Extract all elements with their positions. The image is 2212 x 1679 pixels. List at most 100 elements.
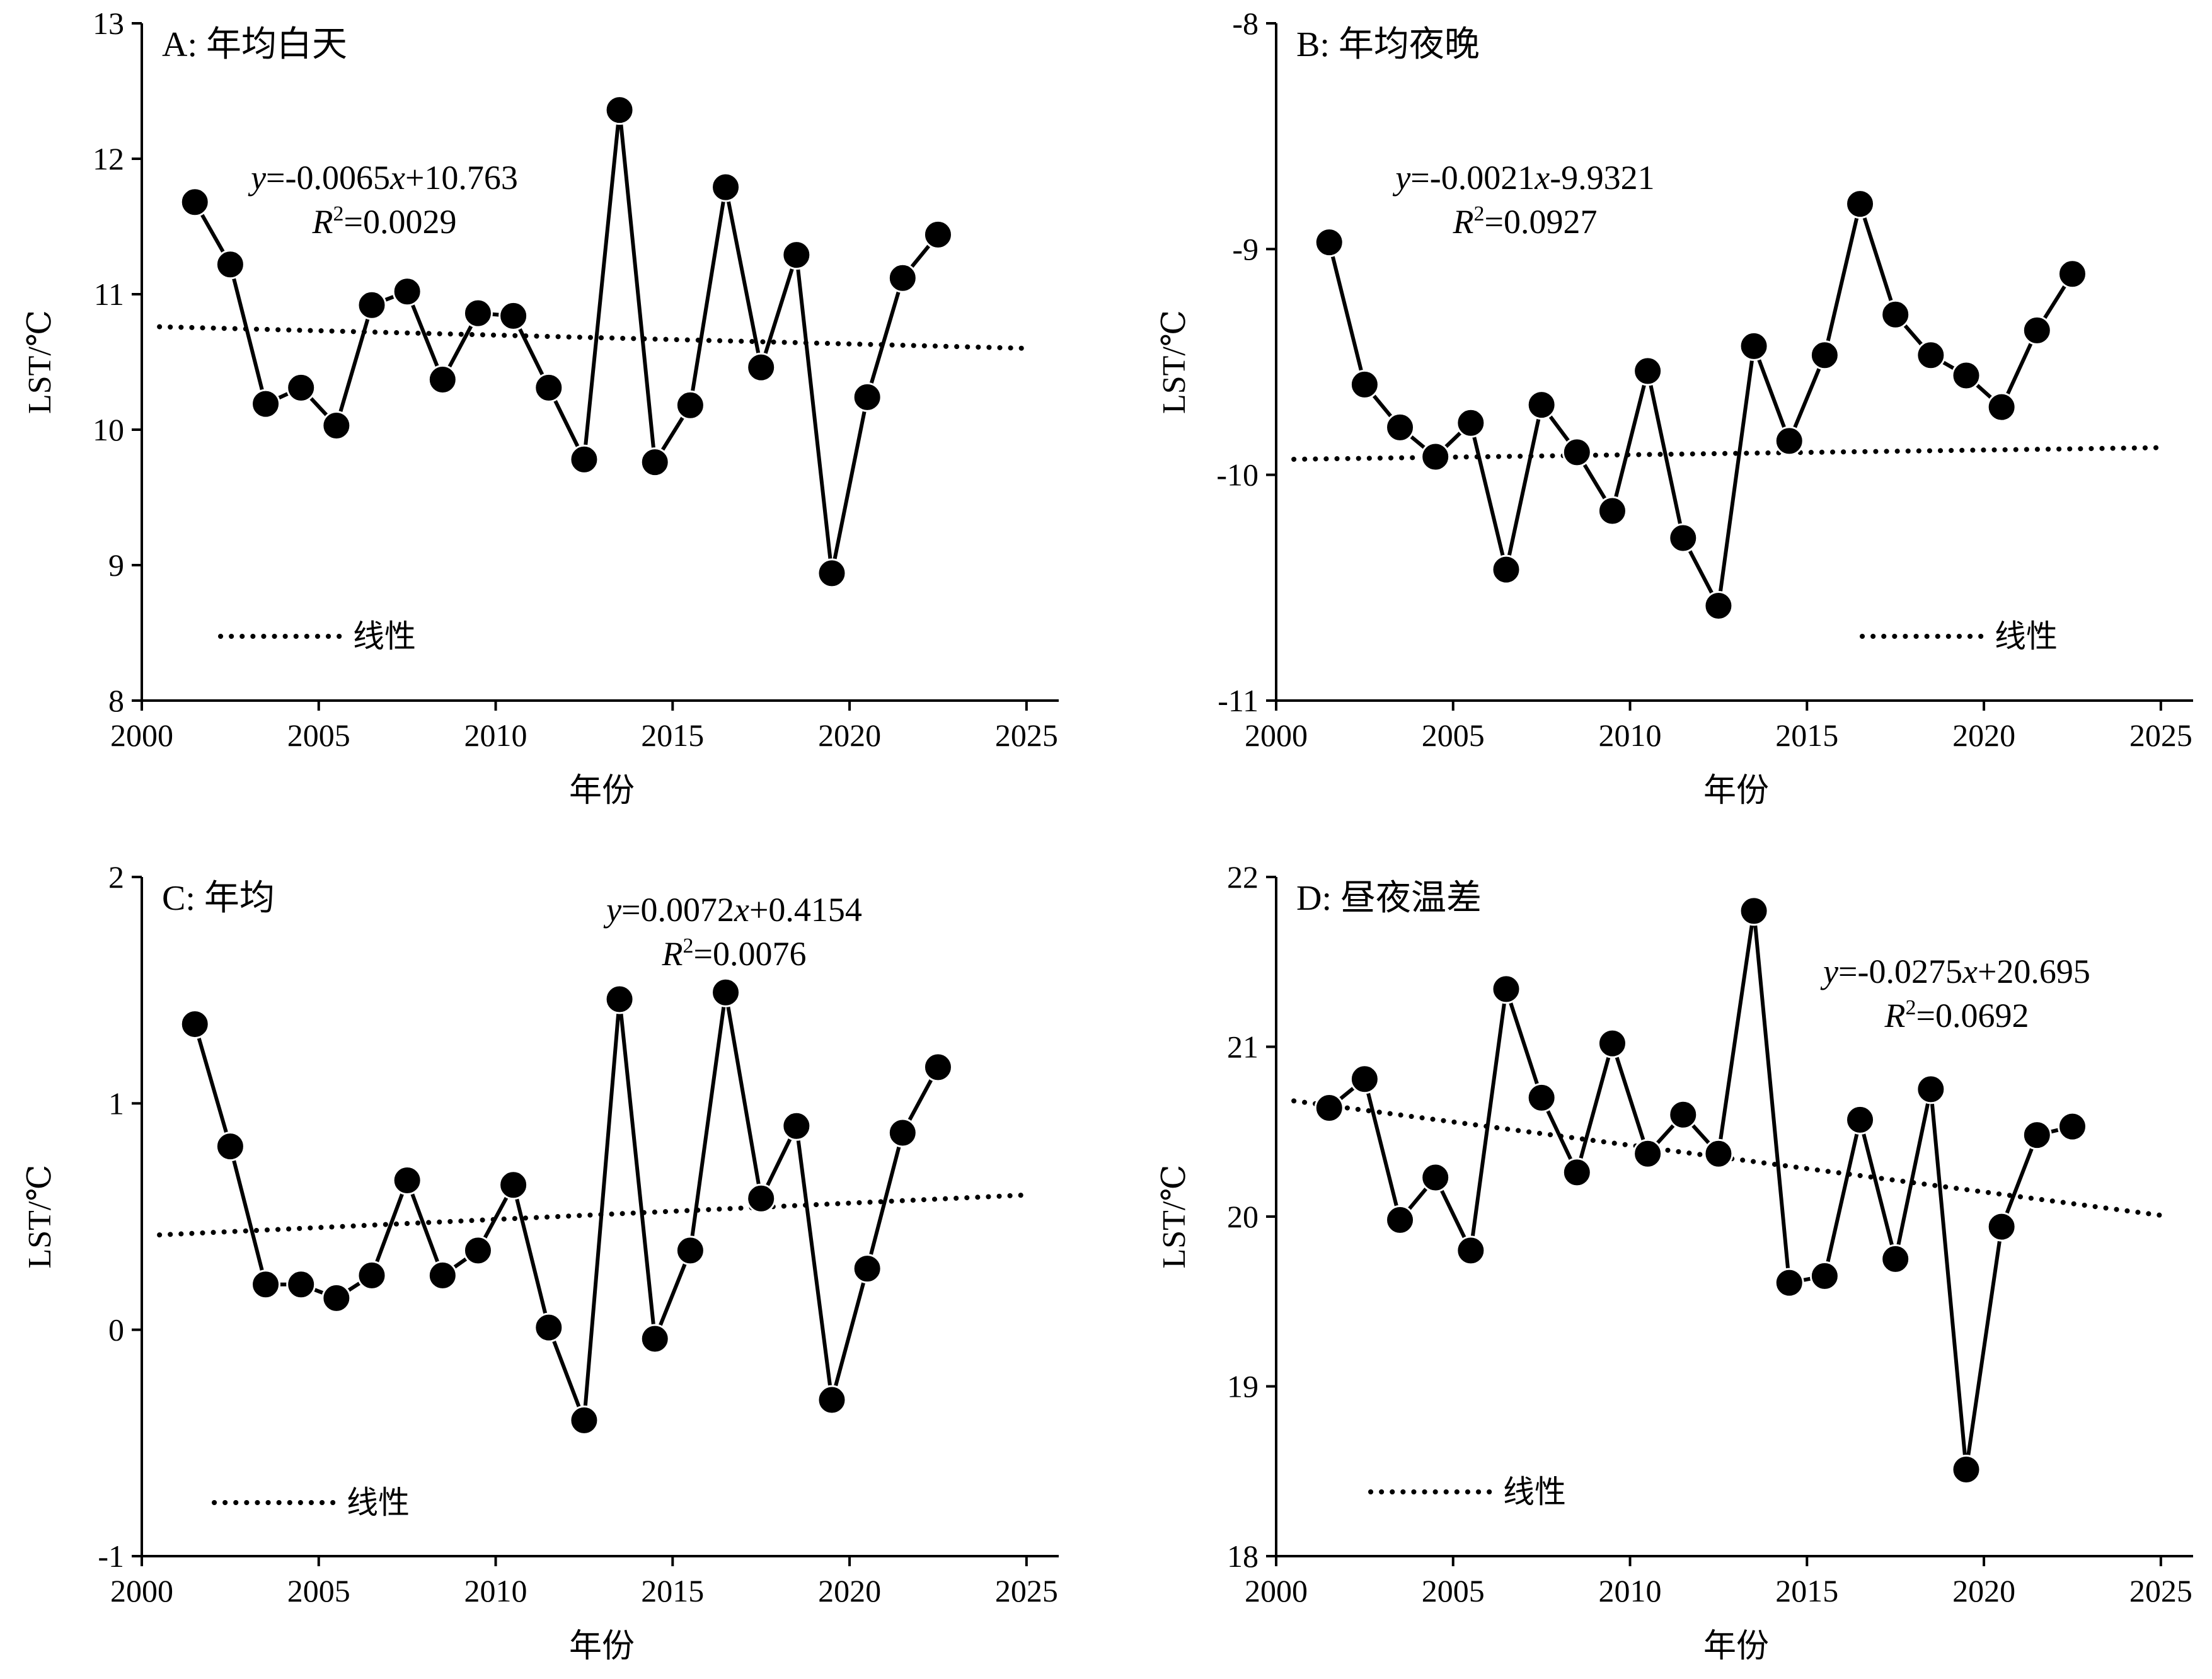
panel-c-regression-equation: y=0.0072x+0.4154 [603,891,862,929]
panel-d-data-point [1491,974,1521,1004]
panel-b-y-tick-label: -8 [1232,6,1259,41]
panel-b-data-point [1703,591,1734,621]
panel-d-data-point [1916,1074,1946,1104]
panel-d-y-tick-label: 21 [1227,1029,1259,1065]
panel-a: 2000 2005 2010 2015 2020 2025 8 9 10 11 12 13 年份 LST/… [22,6,1059,809]
panel-d-data-point [1986,1212,2017,1242]
panel-c-data-point [569,1405,599,1435]
panel-a-data-point [817,558,847,588]
panel-d-data-point [1314,1093,1344,1123]
panel-a-data-point [675,390,705,420]
panel-b-x-tick-label: 2015 [1775,718,1838,753]
panel-b-data-point [1314,227,1344,258]
panel-c-data-point [180,1009,210,1040]
panel-a-data-point [286,372,316,403]
panel-a-data-point [781,240,812,270]
panel-a-y-axis-title: LST/℃ [22,310,58,414]
panel-b-data-point [2057,259,2087,289]
panel-d-data-point [1420,1162,1451,1193]
panel-d-data-point [1597,1028,1627,1058]
panel-c-y-tick-label: 1 [108,1086,124,1121]
panel-b-y-tick-label: -11 [1218,683,1259,718]
panel-a-y-tick-label: 8 [108,683,124,718]
panel-a-data-point [427,364,458,394]
panel-c-series-line [193,992,940,1421]
panel-b-data-point [1633,356,1663,386]
panel-a-data-point [180,187,210,217]
panel-a-regression-equation: y=-0.0065x+10.763 [248,159,518,197]
panel-c: 2000 2005 2010 2015 2020 2025 -1 0 1 2 年份 LST/℃ C: 年… [22,859,1059,1665]
panel-a-data-point [852,382,882,412]
panel-a-x-tick-label: 2025 [995,718,1058,753]
panel-b-r-squared: R2=0.0927 [1453,202,1598,241]
panel-a-data-point [569,444,599,474]
panel-c-trend-line [157,1192,1029,1238]
panel-b-data-point [1668,523,1698,553]
panel-b-data-point [1456,408,1486,438]
panel-a-r-squared: R2=0.0029 [312,202,457,241]
panel-c-x-tick-label: 2015 [641,1573,704,1608]
panel-a-y-tick-label: 10 [93,412,124,447]
panel-b-title: B: 年均夜晚 [1296,25,1480,64]
panel-d-x-tick-label: 2020 [1952,1573,2015,1608]
panel-c-y-tick-label: 0 [108,1312,124,1348]
panel-b-data-point [1845,189,1875,219]
panel-c-data-point [463,1235,493,1266]
panel-b-data-point [1385,412,1415,442]
panel-a-data-point [463,298,493,328]
panel-d-x-tick-label: 2005 [1422,1573,1485,1608]
panel-c-data-point [427,1260,458,1290]
panel-d-data-point [2022,1120,2052,1150]
panel-a-data-point [534,372,564,403]
panel-b-data-point [1881,299,1911,329]
panel-b: 2000 2005 2010 2015 2020 2025 -11 -10 -9 -8 年份 LST/… [1156,6,2193,809]
panel-c-data-point [711,977,741,1007]
panel-b-legend-label: 线性 [1995,619,2058,654]
panel-a-data-point [357,290,387,320]
panel-a-x-tick-label: 2010 [464,718,527,753]
panel-c-data-point [534,1312,564,1343]
panel-a-y-tick-label: 12 [93,141,124,176]
panel-d-data-point [1845,1104,1875,1135]
panel-d-data-point [1774,1268,1804,1298]
panel-c-data-point [640,1324,670,1354]
panel-b-data-point [1491,554,1521,585]
panel-d-data-point [1349,1064,1380,1094]
panel-c-legend-label: 线性 [347,1485,410,1520]
panel-b-regression-equation: y=-0.0021x-9.9321 [1392,159,1654,197]
panel-b-x-tick-label: 2000 [1245,718,1308,753]
panel-b-data-point [2022,315,2052,345]
panel-b-data-point [1774,426,1804,456]
panel-b-y-tick-label: -9 [1232,231,1259,266]
panel-c-data-point [887,1118,918,1148]
panel-b-data-point [1951,360,1981,391]
panel-d: 2000 2005 2010 2015 2020 2025 18 19 20 21 22 年份 LST/… [1156,859,2193,1665]
panel-a-x-axis-title: 年份 [569,773,635,809]
panel-d-data-point [1385,1205,1415,1235]
panel-d-data-point [1881,1244,1911,1274]
panel-b-y-tick-label: -10 [1216,457,1259,493]
panel-a-data-point [604,95,635,125]
panel-a-series-line [193,110,940,574]
panel-b-trend-line [1291,445,2163,462]
panel-c-data-point [392,1166,422,1196]
panel-a-data-point [746,352,776,382]
panel-a-data-point [923,219,953,249]
panel-b-data-point [1526,390,1557,420]
panel-c-y-tick-label: -1 [98,1539,124,1574]
panel-b-x-tick-label: 2020 [1952,718,2015,753]
panel-c-data-point [675,1235,705,1266]
panel-a-data-point [321,411,352,441]
panel-a-legend-label: 线性 [353,619,416,654]
panel-a-trend-line [157,324,1029,351]
panel-c-r-squared: R2=0.0076 [662,934,807,973]
panel-d-x-tick-label: 2000 [1245,1573,1308,1608]
panel-d-data-point [1456,1235,1486,1266]
panel-c-x-tick-label: 2005 [287,1573,350,1608]
panel-a-data-point [392,277,422,307]
panel-b-x-axis-title: 年份 [1703,773,1769,809]
panel-c-title: C: 年均 [162,879,275,918]
panel-d-data-point [1739,896,1769,926]
panel-a-data-point [887,263,918,293]
